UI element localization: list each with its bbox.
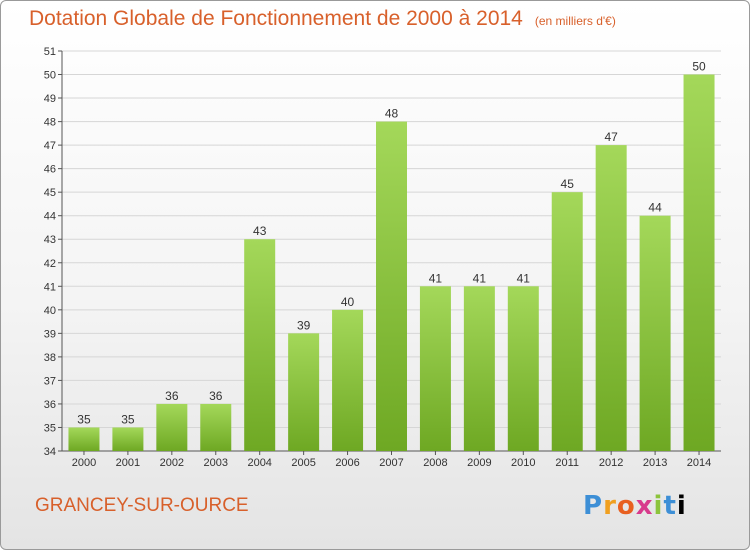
x-tick-label: 2003 [204,457,228,469]
bar [595,145,627,451]
x-tick-label: 2014 [687,457,711,469]
data-label: 36 [209,389,223,403]
data-label: 41 [429,271,443,285]
y-tick-label: 48 [44,117,56,129]
bar [551,192,583,452]
data-label: 50 [692,60,706,74]
y-tick-label: 51 [44,46,56,58]
bar [507,286,539,451]
logo-letter: i [676,491,687,521]
data-label: 48 [385,107,399,121]
data-label: 35 [121,412,135,426]
bars [68,74,715,452]
logo-letter: r [603,491,617,521]
data-label: 45 [561,177,575,191]
bar [288,333,320,451]
logo-letter: t [663,491,677,521]
y-tick-label: 49 [44,93,56,105]
x-tick-label: 2000 [72,457,96,469]
y-tick-label: 37 [44,375,56,387]
logo-letter: o [616,491,636,521]
y-tick-label: 44 [44,211,56,223]
x-tick-label: 2004 [247,457,271,469]
x-tick-label: 2012 [599,457,623,469]
y-tick-label: 35 [44,422,56,434]
bar [683,74,715,451]
x-tick-label: 2005 [291,457,315,469]
chart-title: Dotation Globale de Fonctionnement de 20… [29,7,616,31]
data-label: 40 [341,295,355,309]
x-tick-label: 2010 [511,457,535,469]
data-label: 41 [517,271,531,285]
data-label: 36 [165,389,179,403]
data-label: 39 [297,318,311,332]
logo-letter: x [635,491,654,521]
bar [463,286,495,451]
x-tick-label: 2002 [160,457,184,469]
logo-letter: P [583,491,604,521]
y-tick-label: 43 [44,234,56,246]
bar [419,286,451,451]
logo-letter: i [653,491,664,521]
y-tick-label: 45 [44,187,56,199]
y-tick-label: 41 [44,281,56,293]
x-tick-label: 2009 [467,457,491,469]
commune-name: GRANCEY-SUR-OURCE [35,495,249,516]
x-tick-label: 2007 [379,457,403,469]
y-tick-label: 39 [44,328,56,340]
y-tick-label: 34 [44,446,56,458]
data-label: 35 [77,412,91,426]
bar [332,309,364,451]
y-tick-label: 42 [44,258,56,270]
x-tick-label: 2006 [335,457,359,469]
x-tick-label: 2013 [643,457,667,469]
data-label: 44 [648,201,662,215]
bar [244,239,276,451]
y-tick-label: 47 [44,140,56,152]
data-label: 47 [604,130,618,144]
x-tick-label: 2008 [423,457,447,469]
bar [200,403,232,451]
y-tick-label: 46 [44,164,56,176]
data-label: 41 [473,271,487,285]
y-tick-label: 40 [44,305,56,317]
bar [639,215,671,451]
x-tick-label: 2011 [555,457,579,469]
x-tick-label: 2001 [116,457,140,469]
data-label: 43 [253,224,267,238]
proxiti-logo: Proxiti [583,491,687,521]
bar [112,427,144,451]
bar [376,121,407,452]
bar [68,427,100,451]
bar [156,403,188,451]
y-tick-label: 50 [44,70,56,82]
chart-unit: (en milliers d'€) [534,14,616,28]
y-tick-label: 38 [44,352,56,364]
y-tick-label: 36 [44,399,56,411]
chart-title-text: Dotation Globale de Fonctionnement de 20… [29,7,523,30]
labels: 34 35 36 37 38 39 40 41 42 43 44 45 46 47 48 49 50 51 35 20… [44,46,712,469]
